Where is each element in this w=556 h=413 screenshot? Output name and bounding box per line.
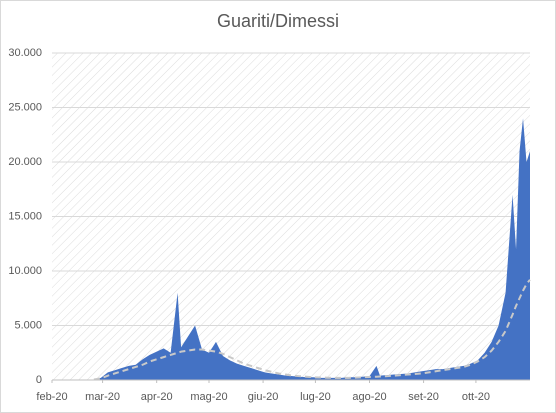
chart-title: Guariti/Dimessi (217, 11, 339, 31)
area (93, 118, 530, 381)
y-tick-label: 10.000 (8, 265, 42, 277)
y-tick-label: 15.000 (8, 210, 42, 222)
moving-average-line (93, 279, 531, 381)
x-tick-label: ott-20 (462, 391, 490, 403)
y-tick-label: 30.000 (8, 47, 42, 59)
x-tick-label: giu-20 (248, 391, 279, 403)
x-tick-label: feb-20 (36, 391, 67, 403)
x-tick-label: set-20 (408, 391, 439, 403)
x-tick-label: mag-20 (190, 391, 227, 403)
y-tick-label: 20.000 (8, 156, 42, 168)
y-tick-label: 25.000 (8, 101, 42, 113)
x-tick-label: mar-20 (85, 391, 120, 403)
x-tick-label: lug-20 (300, 391, 331, 403)
y-tick-label: 0 (36, 374, 42, 386)
x-tick-label: apr-20 (141, 391, 173, 403)
y-tick-label: 5.000 (14, 319, 42, 331)
x-tick-label: ago-20 (352, 391, 386, 403)
